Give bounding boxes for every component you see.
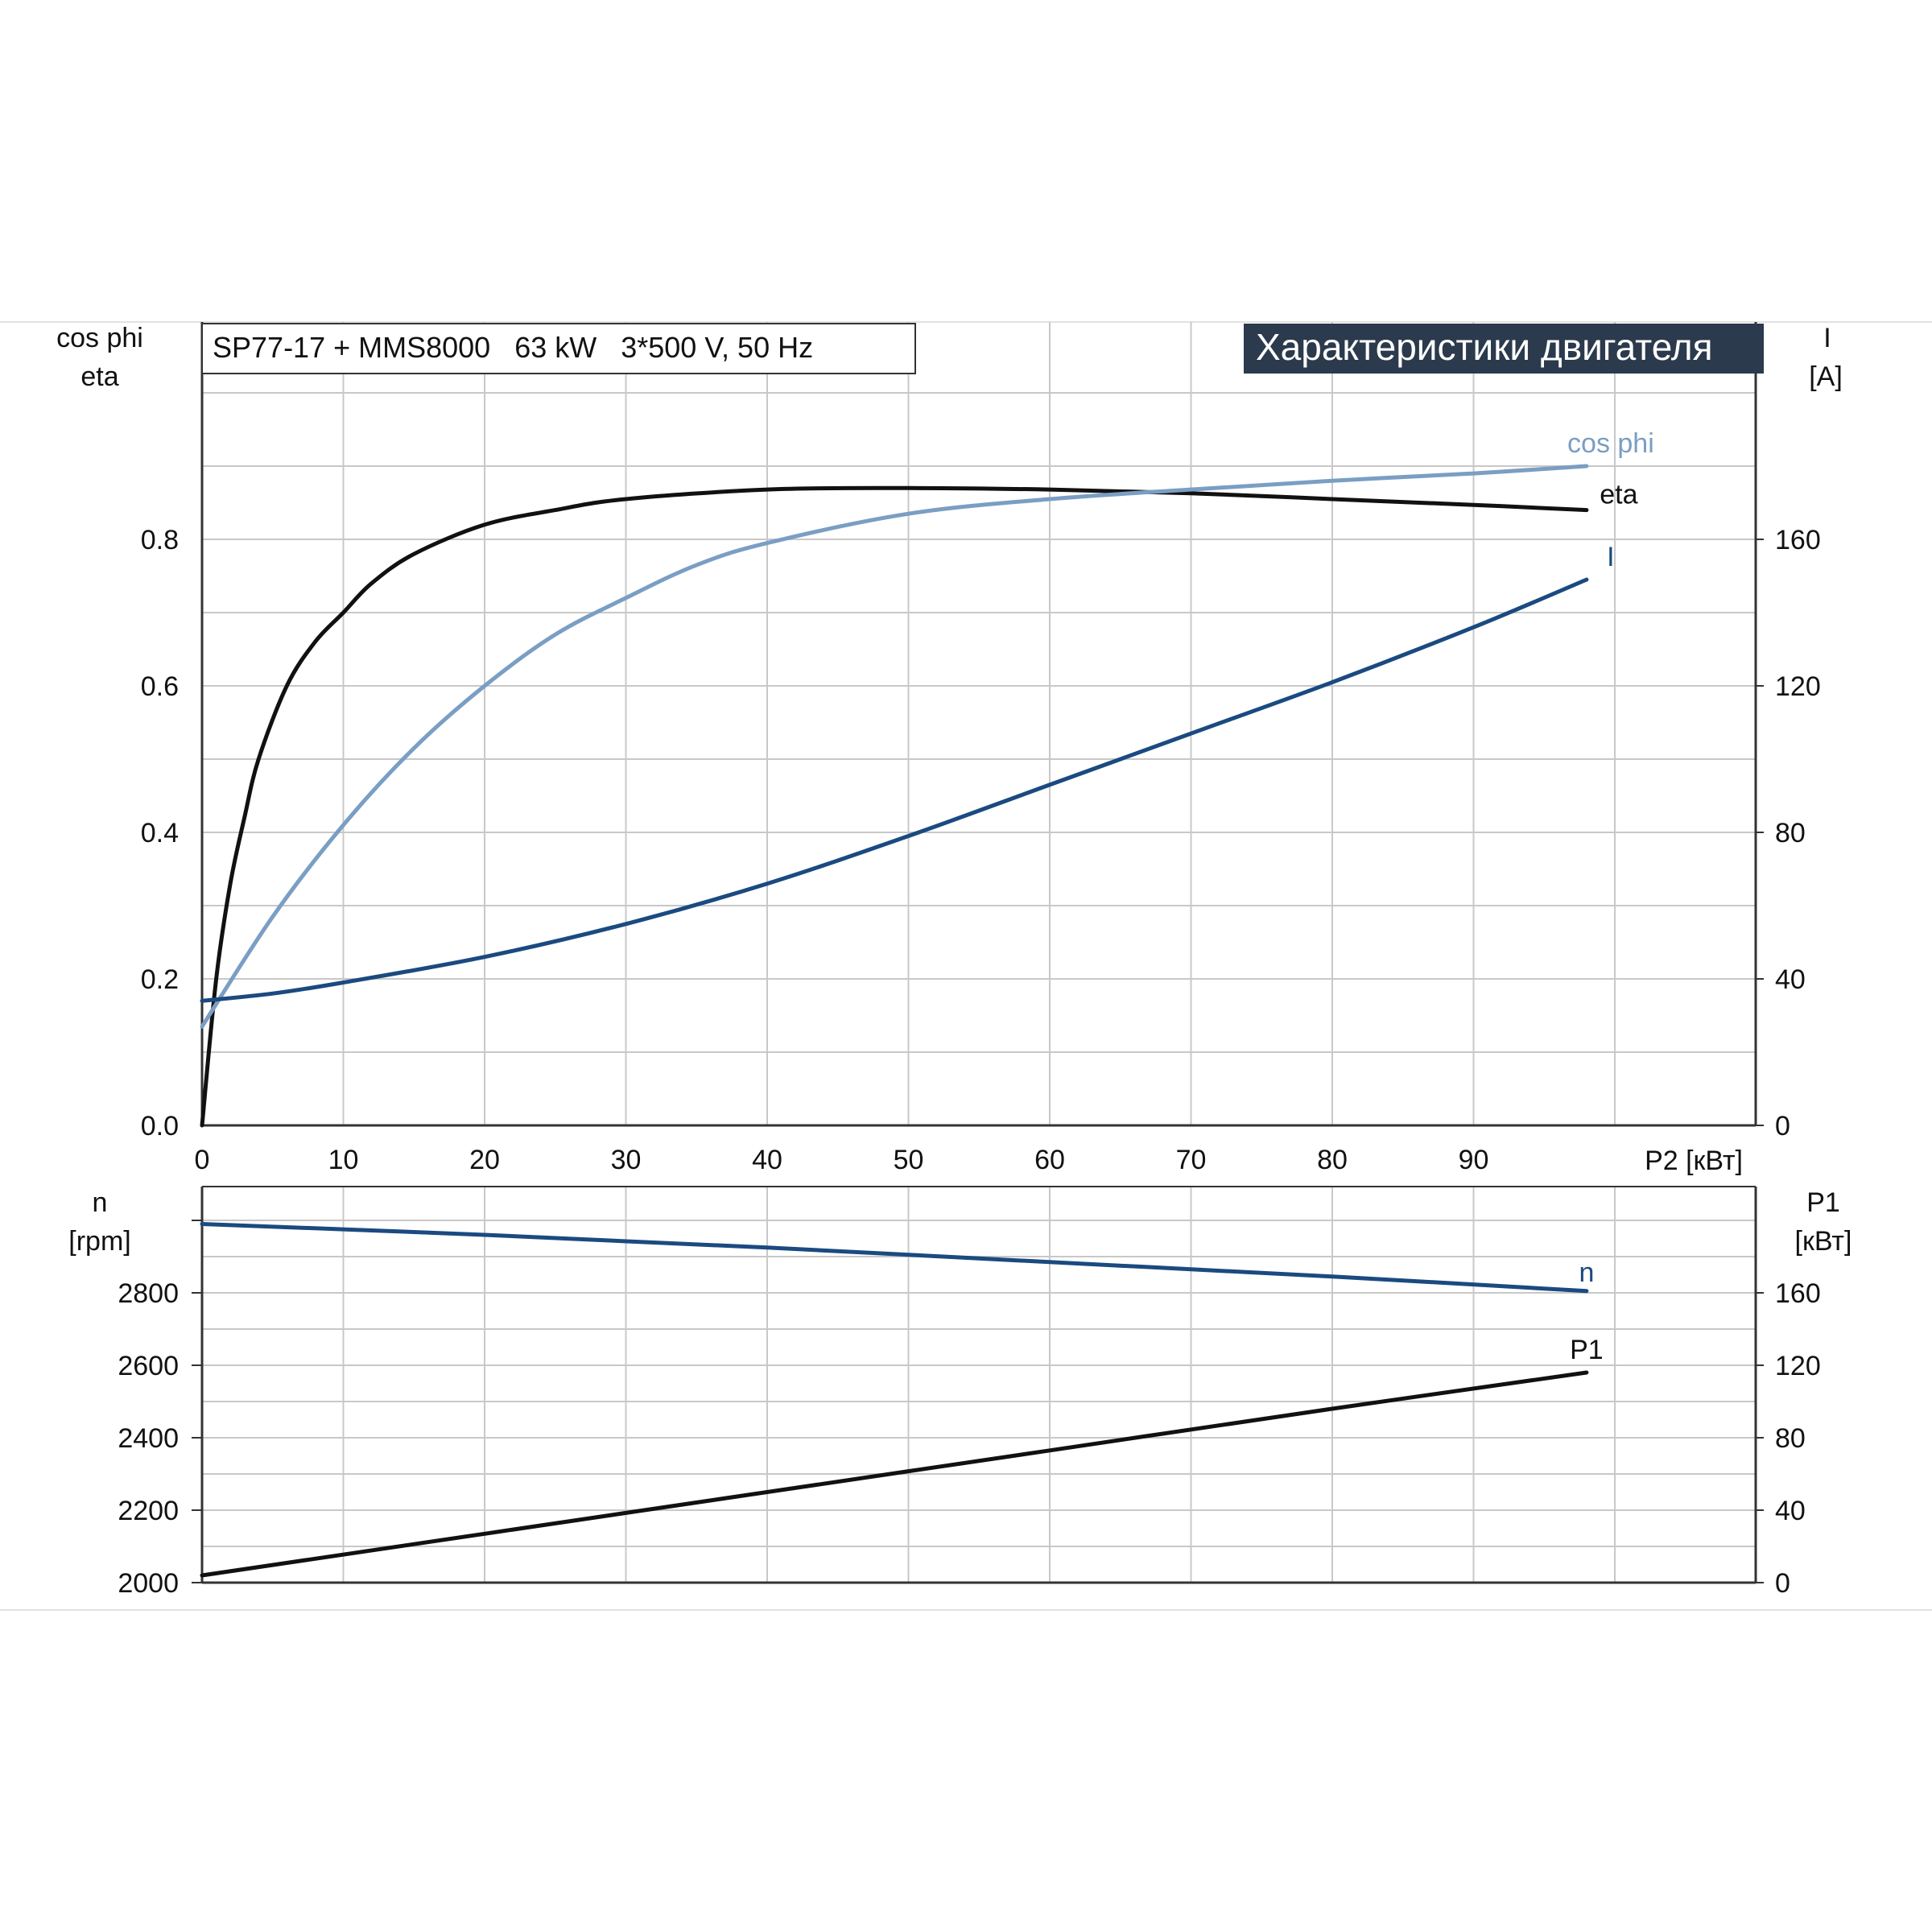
- lower-right-axis-title-line1: P1: [1806, 1187, 1840, 1218]
- upper-series-eta-line: [200, 485, 1589, 1128]
- model-info-text: SP77-17 + MMS8000 63 kW 3*500 V, 50 Hz: [213, 331, 813, 364]
- x-tick-label: 10: [328, 1145, 359, 1175]
- lower-left-tick-label: 2000: [118, 1568, 179, 1599]
- tick-labels: 0 10 20 30 40 50 60 70 80 90 0.0 0.2 0.4 0.6 0.8 0 40 80 1…: [118, 525, 1820, 1599]
- x-tick-label: 0: [195, 1145, 210, 1175]
- upper-left-tick-label: 0.8: [141, 525, 179, 555]
- x-tick-label: 30: [611, 1145, 642, 1175]
- upper-left-tick-label: 0.6: [141, 671, 179, 702]
- upper-left-tick-label: 0.4: [141, 818, 179, 848]
- x-tick-label: 50: [894, 1145, 924, 1175]
- upper-left-axis-title-line1: cos phi: [56, 323, 143, 353]
- lower-series-p1-label: P1: [1570, 1335, 1604, 1365]
- upper-right-tick-label: 120: [1775, 671, 1821, 702]
- x-tick-label: 20: [469, 1145, 500, 1175]
- upper-grid: [202, 322, 1756, 1125]
- lower-right-axis-title-line2: [кВт]: [1795, 1226, 1852, 1257]
- upper-left-tick-label: 0.0: [141, 1111, 179, 1141]
- upper-series-i-label: I: [1607, 542, 1614, 572]
- x-tick-label: 80: [1317, 1145, 1348, 1175]
- upper-series-cos-phi-label: cos phi: [1567, 428, 1654, 459]
- lower-right-tick-label: 40: [1775, 1496, 1806, 1526]
- lower-series-n-label: n: [1579, 1257, 1594, 1288]
- series-labels: eta cos phi In P1: [1567, 428, 1654, 1365]
- lower-left-tick-label: 2600: [118, 1351, 179, 1381]
- upper-series-eta-label: eta: [1600, 480, 1637, 510]
- lower-right-tick-label: 160: [1775, 1278, 1821, 1309]
- upper-series-i-line: [200, 577, 1589, 1003]
- lower-series-p1-line: [200, 1370, 1589, 1578]
- lower-left-axis-title-line2: [rpm]: [68, 1226, 130, 1257]
- lower-series-n-line: [200, 1222, 1589, 1294]
- x-tick-label: 90: [1459, 1145, 1489, 1175]
- x-axis-title: P2 [кВт]: [1645, 1146, 1743, 1176]
- series-lines: [200, 464, 1589, 1578]
- lower-right-tick-label: 80: [1775, 1423, 1806, 1454]
- lower-left-tick-label: 2200: [118, 1496, 179, 1526]
- upper-series-cos-phi-line: [200, 464, 1589, 1029]
- upper-right-tick-label: 0: [1775, 1111, 1790, 1141]
- upper-left-tick-label: 0.2: [141, 964, 179, 995]
- lower-left-axis-title-line1: n: [93, 1187, 108, 1218]
- banner-text: Характеристики двигателя: [1256, 326, 1713, 368]
- banner-box: [1244, 324, 1764, 374]
- x-tick-label: 60: [1034, 1145, 1065, 1175]
- lower-grid: [202, 1187, 1756, 1583]
- lower-right-tick-label: 0: [1775, 1568, 1790, 1599]
- upper-right-tick-label: 40: [1775, 964, 1806, 995]
- upper-right-tick-label: 160: [1775, 525, 1821, 555]
- model-info-box: [201, 323, 916, 374]
- lower-right-tick-label: 120: [1775, 1351, 1821, 1381]
- upper-left-axis-title-line2: eta: [80, 361, 118, 392]
- x-tick-label: 40: [752, 1145, 782, 1175]
- upper-right-axis-title-line1: I: [1823, 323, 1831, 353]
- upper-right-axis-title-line2: [A]: [1809, 361, 1843, 392]
- upper-right-tick-label: 80: [1775, 818, 1806, 848]
- lower-left-tick-label: 2400: [118, 1423, 179, 1454]
- x-tick-label: 70: [1176, 1145, 1207, 1175]
- lower-left-tick-label: 2800: [118, 1278, 179, 1309]
